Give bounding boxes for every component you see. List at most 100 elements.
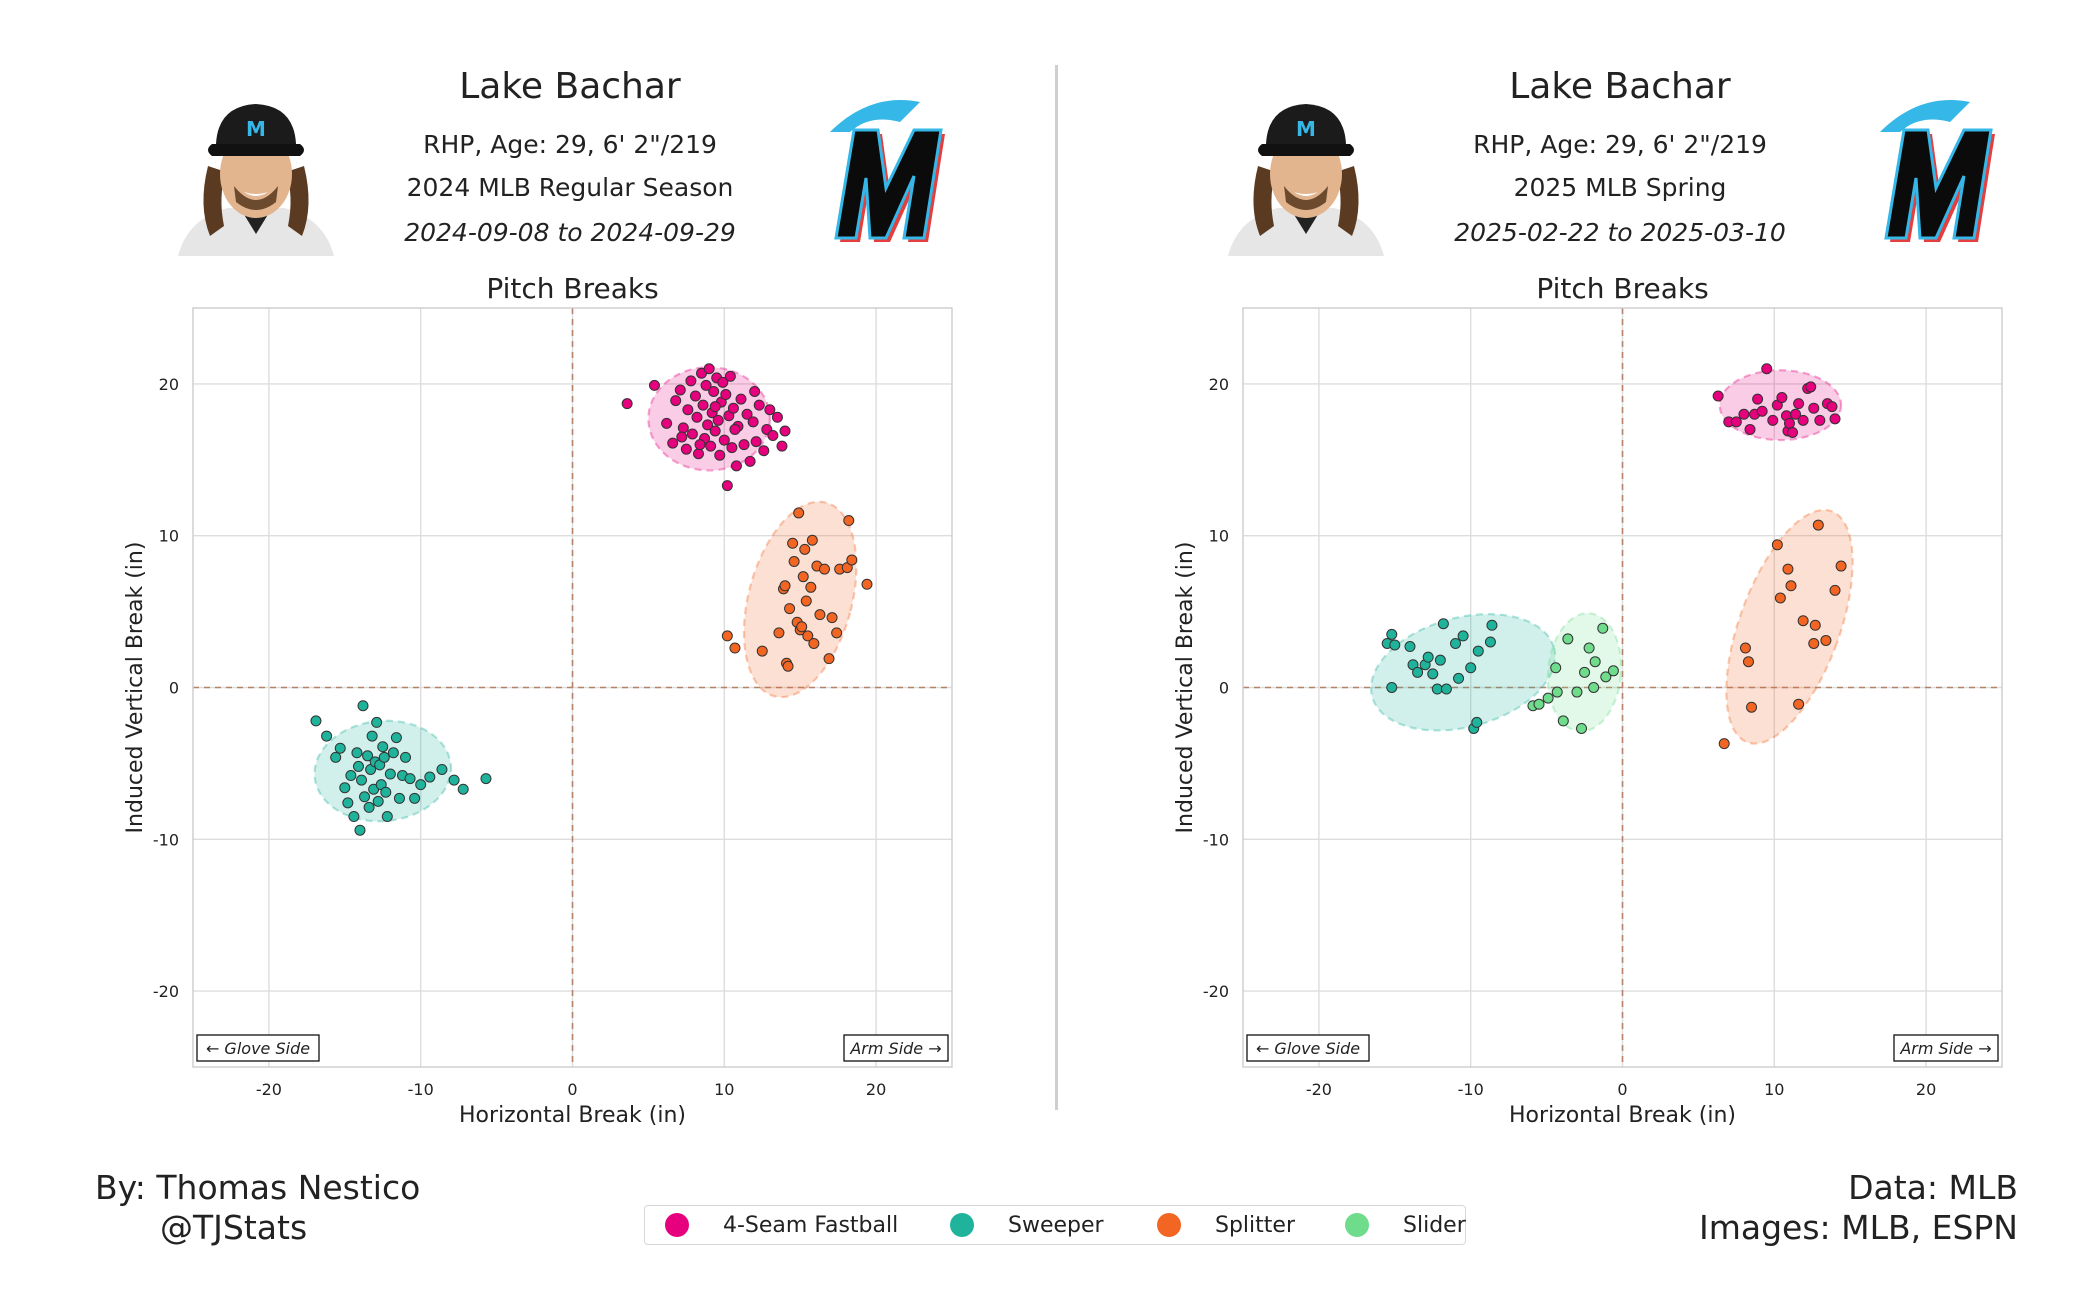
point-sweeper	[448, 774, 460, 786]
marlins-logo	[800, 92, 965, 252]
point-4-seam-fastball	[779, 425, 791, 437]
point-splitter	[808, 637, 820, 649]
point-sweeper	[415, 779, 427, 791]
point-sweeper	[409, 792, 421, 804]
point-splitter	[1739, 642, 1751, 654]
legend: 4-Seam Fastball Sweeper Splitter Slider	[644, 1205, 1466, 1245]
point-sweeper	[352, 760, 364, 772]
legend-marker	[665, 1213, 689, 1237]
point-4-seam-fastball	[677, 422, 689, 434]
point-sweeper	[357, 700, 369, 712]
point-slider	[1583, 642, 1595, 654]
point-splitter	[843, 515, 855, 527]
y-tick-label: 20	[159, 375, 179, 394]
point-4-seam-fastball	[753, 399, 765, 411]
point-sweeper	[330, 751, 342, 763]
point-4-seam-fastball	[750, 436, 762, 448]
point-sweeper	[1427, 668, 1439, 680]
point-splitter	[756, 645, 768, 657]
point-sweeper	[1471, 716, 1483, 728]
y-tick-label: 0	[169, 679, 179, 698]
point-splitter	[1797, 615, 1809, 627]
point-4-seam-fastball	[727, 402, 739, 414]
point-splitter	[782, 660, 794, 672]
point-splitter	[823, 653, 835, 665]
point-splitter	[1793, 698, 1805, 710]
player-name: Lake Bachar	[459, 66, 681, 107]
ellipse-splitter	[742, 500, 858, 699]
point-sweeper	[380, 786, 392, 798]
point-4-seam-fastball	[703, 363, 715, 375]
point-4-seam-fastball	[705, 440, 717, 452]
point-slider	[1597, 622, 1609, 634]
point-4-seam-fastball	[680, 443, 692, 455]
point-sweeper	[1457, 630, 1469, 642]
point-splitter	[721, 630, 733, 642]
point-4-seam-fastball	[1752, 393, 1764, 405]
season-label: 2024 MLB Regular Season	[406, 173, 734, 202]
x-tick-label: 0	[1617, 1080, 1627, 1099]
x-tick-label: -20	[1306, 1080, 1332, 1099]
legend-item: Sweeper	[950, 1206, 1104, 1244]
point-splitter	[1782, 563, 1794, 575]
point-splitter	[779, 580, 791, 592]
image-source: Images: MLB, ESPN	[1698, 1208, 2018, 1247]
point-slider	[1550, 662, 1562, 674]
point-4-seam-fastball	[661, 417, 673, 429]
point-sweeper	[436, 763, 448, 775]
point-sweeper	[457, 783, 469, 795]
point-4-seam-fastball	[708, 385, 720, 397]
x-tick-label: -10	[408, 1080, 434, 1099]
point-4-seam-fastball	[776, 440, 788, 452]
point-4-seam-fastball	[1808, 402, 1820, 414]
point-slider	[1562, 633, 1574, 645]
point-4-seam-fastball	[685, 375, 697, 387]
point-4-seam-fastball	[1797, 414, 1809, 426]
point-4-seam-fastball	[1783, 417, 1795, 429]
x-tick-label: -20	[256, 1080, 282, 1099]
point-4-seam-fastball	[1767, 414, 1779, 426]
point-4-seam-fastball	[744, 455, 756, 467]
point-sweeper	[1465, 662, 1477, 674]
legend-label: Slider	[1403, 1212, 1466, 1238]
point-4-seam-fastball	[692, 448, 704, 460]
point-4-seam-fastball	[709, 401, 721, 413]
point-4-seam-fastball	[700, 379, 712, 391]
pitch-breaks-chart-2024: Pitch Breaks -20 -10 0 10 20 -20 -10 0 10 20 Horizo…	[123, 272, 953, 1128]
point-sweeper	[1450, 637, 1462, 649]
arm-side-label: Arm Side →	[1899, 1039, 1991, 1058]
player-name: Lake Bachar	[1509, 66, 1731, 107]
legend-item: Slider	[1345, 1206, 1466, 1244]
point-4-seam-fastball	[771, 411, 783, 423]
date-range: 2024-09-08 to 2024-09-29	[404, 218, 736, 247]
y-axis-label: Induced Vertical Break (in)	[1173, 542, 1198, 834]
point-4-seam-fastball	[747, 416, 759, 428]
point-4-seam-fastball	[726, 442, 738, 454]
point-slider	[1571, 686, 1583, 698]
point-splitter	[805, 581, 817, 593]
legend-label: Sweeper	[1008, 1212, 1104, 1238]
point-sweeper	[400, 751, 412, 763]
point-splitter	[861, 578, 873, 590]
point-splitter	[799, 543, 811, 555]
legend-marker	[1157, 1213, 1181, 1237]
point-splitter	[729, 642, 741, 654]
point-splitter	[784, 603, 796, 615]
point-slider	[1607, 665, 1619, 677]
point-splitter	[1785, 580, 1797, 592]
y-tick-label: -10	[1203, 830, 1229, 849]
marlins-logo	[1850, 92, 2015, 252]
point-sweeper	[1434, 654, 1446, 666]
chart-title: Pitch Breaks	[486, 272, 658, 305]
point-splitter	[1812, 519, 1824, 531]
point-4-seam-fastball	[749, 385, 761, 397]
point-4-seam-fastball	[729, 423, 741, 435]
point-sweeper	[371, 716, 383, 728]
arm-side-box	[843, 1034, 949, 1062]
y-tick-label: 20	[1209, 375, 1229, 394]
point-splitter	[1829, 584, 1841, 596]
x-axis-label: Horizontal Break (in)	[459, 1103, 686, 1128]
point-splitter	[1835, 560, 1847, 572]
y-axis-label: Induced Vertical Break (in)	[123, 542, 148, 834]
point-sweeper	[377, 741, 389, 753]
